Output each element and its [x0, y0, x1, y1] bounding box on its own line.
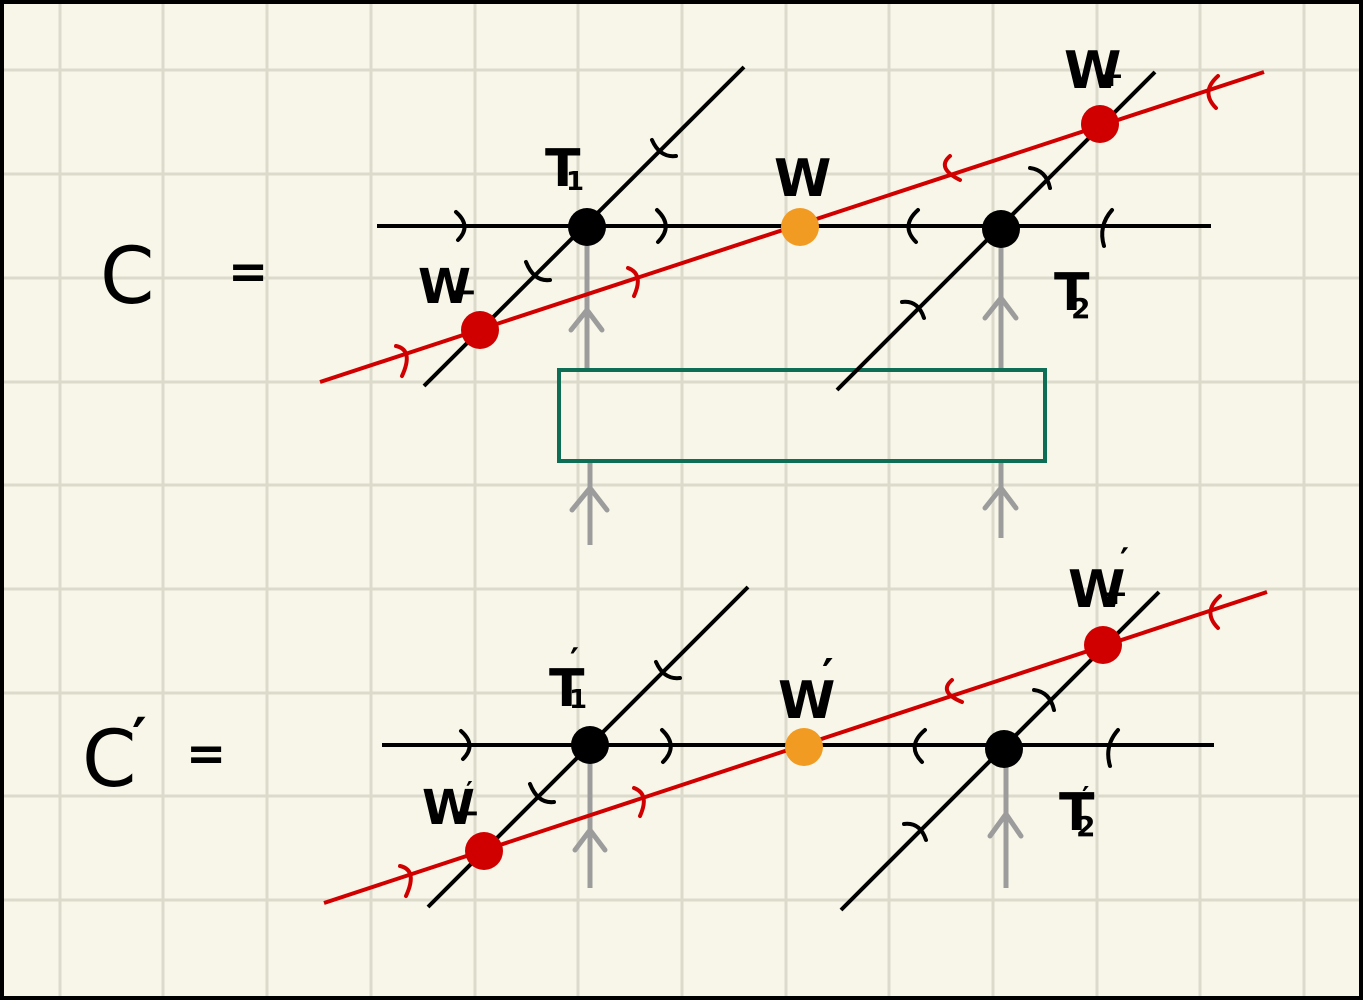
svg-text:T: T [545, 139, 581, 199]
label-w-minus-prime: W − ′ [422, 777, 481, 836]
svg-text:−: − [452, 793, 481, 833]
svg-text:W: W [778, 671, 835, 731]
node-w-minus [461, 311, 499, 349]
label-t1: T 1 [545, 139, 584, 199]
gray-arrow-left-upper [568, 305, 605, 333]
svg-text:+: + [1103, 577, 1128, 612]
label-w-prime: W ′ [778, 650, 835, 731]
label-t1-prime: T 1 ′ [549, 641, 587, 719]
equals-sign: = [186, 726, 226, 782]
label-t2: T 2 [1054, 263, 1090, 325]
svg-text:1: 1 [569, 685, 587, 715]
node-w-minus-prime [465, 832, 503, 870]
gray-arrow-right-lower [982, 483, 1019, 511]
node-t2-prime [985, 730, 1023, 768]
svg-text:−: − [449, 272, 478, 312]
label-c-prime: C ′ [82, 707, 147, 805]
node-w-plus [1081, 105, 1119, 143]
gray-arrow-right-upper [982, 293, 1019, 321]
node-w [781, 208, 819, 246]
black-arrow-marks [454, 138, 1114, 320]
svg-text:′: ′ [1120, 541, 1129, 581]
node-t1-prime [571, 726, 609, 764]
svg-text:2: 2 [1076, 810, 1095, 843]
label-w-minus: W − [418, 259, 478, 315]
node-w-plus-prime [1084, 626, 1122, 664]
svg-text:C: C [82, 715, 136, 805]
svg-text:1: 1 [566, 167, 584, 197]
svg-text:W: W [422, 780, 475, 836]
equals-sign: = [228, 244, 268, 300]
svg-text:T: T [549, 659, 585, 719]
label-w: W [774, 149, 831, 209]
green-box [557, 368, 1047, 463]
svg-text:′: ′ [466, 777, 473, 807]
node-w-prime [785, 728, 823, 766]
svg-text:T: T [1054, 263, 1090, 323]
gray-arrow-right [987, 809, 1024, 839]
label-w-plus: W + [1064, 41, 1124, 101]
svg-text:W: W [1064, 41, 1121, 101]
bottom-diagram: C ′ = T 1 ′ W ′ W + ′ W − ′ T 2 ′ [82, 541, 1268, 912]
svg-text:′: ′ [822, 650, 834, 701]
svg-text:W: W [774, 149, 831, 209]
svg-text:W: W [418, 259, 471, 315]
label-t2-prime: T 2 ′ [1059, 780, 1095, 843]
label-c: C [100, 232, 154, 322]
svg-text:′: ′ [570, 641, 579, 681]
node-t1 [568, 208, 606, 246]
svg-text:′: ′ [132, 707, 147, 772]
label-w-plus-prime: W + ′ [1068, 541, 1129, 620]
top-diagram: C = T 1 W W + W − T 2 [100, 41, 1265, 545]
red-arrow-marks [394, 74, 1220, 378]
svg-text:T: T [1059, 783, 1095, 843]
svg-text:W: W [1068, 560, 1125, 620]
svg-text:2: 2 [1071, 292, 1090, 325]
node-t2 [982, 210, 1020, 248]
svg-text:+: + [1099, 59, 1124, 94]
gray-arrow-left [572, 825, 608, 853]
svg-text:′: ′ [1082, 780, 1089, 813]
black-arrow-marks [459, 660, 1120, 842]
gray-arrow-left-lower [569, 483, 610, 513]
red-arrow-marks [398, 594, 1222, 898]
